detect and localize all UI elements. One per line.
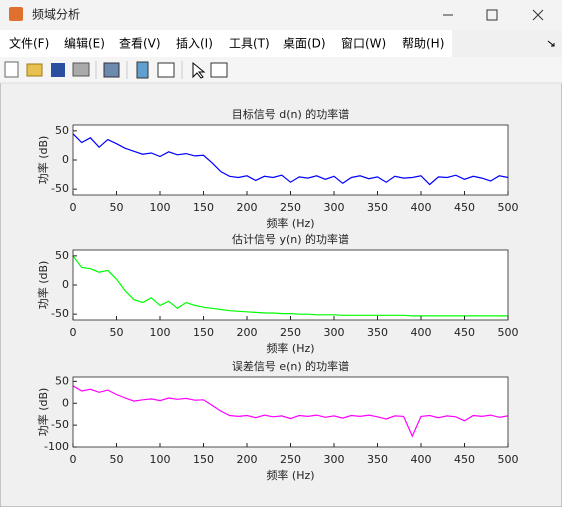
axes-background <box>73 125 508 195</box>
x-tick-label: 500 <box>498 326 519 339</box>
menu-item[interactable]: 工具(T) <box>229 37 270 51</box>
x-tick-label: 50 <box>110 201 124 214</box>
x-tick-label: 350 <box>367 201 388 214</box>
x-tick-label: 150 <box>193 201 214 214</box>
menu-bar-end <box>452 30 562 57</box>
x-tick-label: 0 <box>70 453 77 466</box>
y-axis-label: 功率 (dB) <box>36 388 50 437</box>
axes-background <box>73 377 508 447</box>
x-tick-label: 200 <box>237 326 258 339</box>
save-icon[interactable] <box>51 63 65 77</box>
x-tick-label: 500 <box>498 201 519 214</box>
x-tick-label: 150 <box>193 326 214 339</box>
x-tick-label: 300 <box>324 201 345 214</box>
y-tick-label: -50 <box>51 418 69 431</box>
x-tick-label: 250 <box>280 201 301 214</box>
chart-title: 估计信号 y(n) 的功率谱 <box>232 232 349 246</box>
property-icon[interactable] <box>210 62 228 78</box>
chart-title: 误差信号 e(n) 的功率谱 <box>232 359 349 373</box>
x-tick-label: 450 <box>454 326 475 339</box>
chart-title: 目标信号 d(n) 的功率谱 <box>232 107 350 121</box>
menu-item[interactable]: 窗口(W) <box>341 37 386 51</box>
line-series <box>72 255 508 317</box>
y-tick-label: 0 <box>62 396 69 409</box>
menu-item[interactable]: 桌面(D) <box>283 37 326 51</box>
new-icon[interactable] <box>4 61 19 78</box>
line-series <box>72 385 509 438</box>
print-icon[interactable] <box>72 62 90 77</box>
x-tick-label: 350 <box>367 326 388 339</box>
close-button[interactable] <box>532 9 544 21</box>
toolbar-icons <box>4 61 228 79</box>
axes-background <box>73 250 508 320</box>
x-tick-label: 100 <box>150 326 171 339</box>
menu-item[interactable]: 文件(F) <box>9 36 49 51</box>
x-tick-label: 250 <box>280 326 301 339</box>
x-tick-label: 400 <box>411 326 432 339</box>
x-tick-label: 350 <box>367 453 388 466</box>
menu-item[interactable]: 编辑(E) <box>64 36 105 51</box>
y-tick-label: -100 <box>44 440 69 453</box>
y-tick-label: 0 <box>62 278 69 291</box>
x-axis-label: 频率 (Hz) <box>266 216 314 230</box>
plots: 目标信号 d(n) 的功率谱 0 50 100 150 200 250 300 350 400 45… <box>36 107 519 482</box>
link-icon[interactable] <box>103 62 120 78</box>
y-tick-label: -50 <box>51 182 69 195</box>
y-axis-label: 功率 (dB) <box>36 261 50 310</box>
x-tick-label: 400 <box>411 453 432 466</box>
window-title: 频域分析 <box>32 8 80 22</box>
x-tick-label: 0 <box>70 201 77 214</box>
x-tick-label: 100 <box>150 453 171 466</box>
line-series <box>72 133 509 186</box>
y-axis-label: 功率 (dB) <box>36 136 50 185</box>
y-tick-label: 50 <box>55 249 69 262</box>
x-axis-label: 频率 (Hz) <box>266 341 314 355</box>
x-tick-label: 500 <box>498 453 519 466</box>
y-tick-label: 0 <box>62 153 69 166</box>
app-icon <box>9 7 23 21</box>
open-icon[interactable] <box>26 63 43 77</box>
x-tick-label: 300 <box>324 326 345 339</box>
x-tick-label: 0 <box>70 326 77 339</box>
x-tick-label: 450 <box>454 201 475 214</box>
menu: 文件(F) 编辑(E) 查看(V) 插入(I) 工具(T) 桌面(D) 窗口(W) 帮助(H) <box>9 36 444 51</box>
x-tick-label: 100 <box>150 201 171 214</box>
y-tick-label: 50 <box>55 374 69 387</box>
x-tick-label: 200 <box>237 201 258 214</box>
x-tick-label: 300 <box>324 453 345 466</box>
x-tick-label: 250 <box>280 453 301 466</box>
menu-item[interactable]: 查看(V) <box>119 37 161 51</box>
colorbar-icon[interactable] <box>136 61 149 79</box>
y-tick-label: 50 <box>55 124 69 137</box>
title-bar <box>0 0 562 30</box>
x-tick-label: 400 <box>411 201 432 214</box>
pointer-icon[interactable] <box>192 61 206 79</box>
x-tick-label: 150 <box>193 453 214 466</box>
x-axis-label: 频率 (Hz) <box>266 468 314 482</box>
x-tick-label: 50 <box>110 326 124 339</box>
legend-icon[interactable] <box>157 62 175 78</box>
y-tick-label: -50 <box>51 307 69 320</box>
x-tick-label: 450 <box>454 453 475 466</box>
maximize-button[interactable] <box>486 9 498 21</box>
x-tick-label: 50 <box>110 453 124 466</box>
menu-item[interactable]: 插入(I) <box>176 37 213 51</box>
toolbar <box>0 57 562 83</box>
x-tick-label: 200 <box>237 453 258 466</box>
menu-item[interactable]: 帮助(H) <box>402 37 444 51</box>
menu-arrow[interactable] <box>547 40 555 47</box>
